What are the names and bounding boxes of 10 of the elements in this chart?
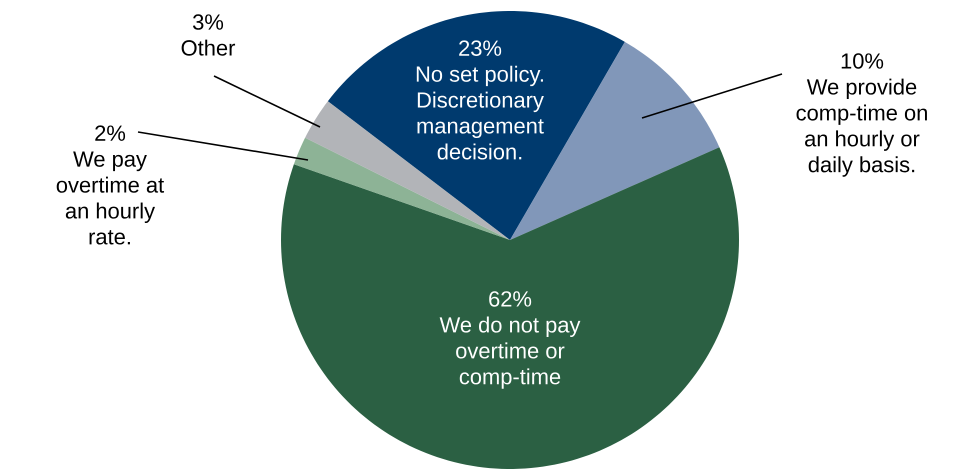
slice-label: We provide comp-time on an hourly or daily basis. bbox=[796, 78, 927, 177]
slice-label: We do not pay overtime or comp-time bbox=[440, 316, 580, 389]
data-label: 10% bbox=[842, 53, 884, 69]
slice-label: No set policy. Discretionary management decision. bbox=[416, 66, 544, 160]
slice-label: We pay overtime at an hourly rate. bbox=[56, 152, 164, 245]
data-label: 23% bbox=[459, 40, 502, 56]
data-label: 62% bbox=[489, 291, 532, 307]
data-label: 3% bbox=[193, 14, 224, 30]
data-label: 2% bbox=[95, 125, 126, 141]
slice-label: Other bbox=[182, 40, 236, 56]
